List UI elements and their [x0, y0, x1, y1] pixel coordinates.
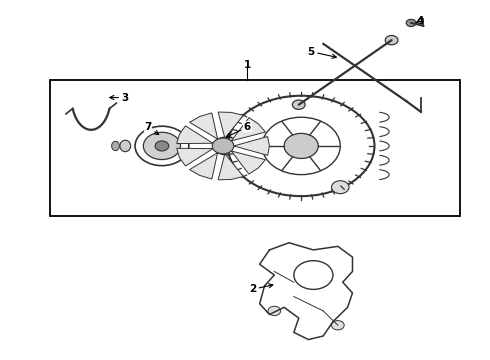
- Polygon shape: [234, 136, 270, 156]
- Bar: [49, 80, 460, 216]
- Ellipse shape: [120, 140, 131, 152]
- Polygon shape: [190, 113, 218, 139]
- Ellipse shape: [112, 141, 120, 150]
- Polygon shape: [218, 112, 244, 138]
- Polygon shape: [231, 151, 266, 174]
- Text: 2: 2: [249, 284, 273, 294]
- Circle shape: [406, 19, 416, 27]
- Circle shape: [293, 100, 305, 109]
- Circle shape: [212, 138, 234, 154]
- Polygon shape: [231, 118, 266, 141]
- Polygon shape: [190, 153, 218, 179]
- Circle shape: [268, 306, 281, 316]
- Circle shape: [144, 132, 180, 159]
- Polygon shape: [177, 148, 213, 166]
- Circle shape: [155, 141, 169, 151]
- Polygon shape: [218, 154, 244, 180]
- Text: 4: 4: [416, 17, 424, 27]
- Polygon shape: [177, 126, 213, 144]
- Circle shape: [385, 36, 398, 45]
- Circle shape: [331, 320, 344, 330]
- Circle shape: [331, 181, 349, 194]
- Text: 5: 5: [307, 46, 336, 58]
- Text: 1: 1: [244, 59, 251, 69]
- Text: 6: 6: [227, 122, 251, 137]
- Text: 3: 3: [110, 93, 129, 103]
- Text: 7: 7: [145, 122, 159, 135]
- Circle shape: [284, 134, 318, 158]
